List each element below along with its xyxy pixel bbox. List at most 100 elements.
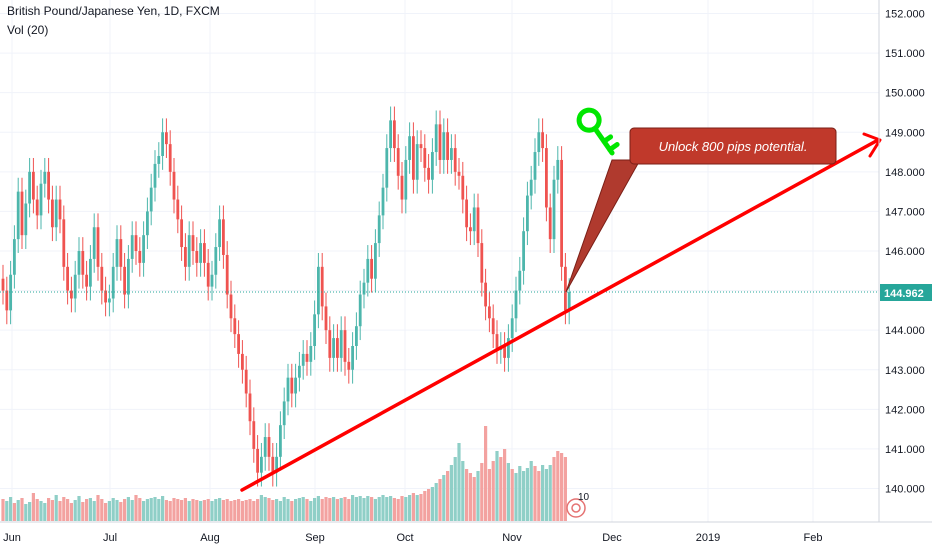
volume-bar [480, 463, 484, 521]
candle-body [358, 294, 362, 327]
candle-body [290, 377, 294, 394]
candle-body [32, 171, 35, 200]
callout-pointer [565, 159, 641, 293]
candle-body [62, 219, 66, 267]
volume-bar [134, 495, 138, 521]
candle-body [1, 278, 5, 291]
candle-body [176, 199, 180, 220]
volume-bar [256, 499, 260, 521]
x-tick-label: Nov [502, 532, 522, 544]
candle-body [127, 258, 130, 295]
volume-bar [419, 494, 423, 521]
candle-body [85, 274, 88, 287]
candle-body [488, 306, 491, 319]
volume-bar [461, 461, 465, 521]
volume-bar [85, 499, 89, 521]
volume-bar [522, 471, 526, 521]
x-tick-label: Jun [3, 532, 21, 544]
volume-bar [305, 499, 309, 521]
candle-body [442, 132, 446, 160]
volume-bar [525, 468, 529, 521]
event-badge-count: 10 [578, 492, 590, 503]
candle-body [165, 132, 168, 145]
candle-body [5, 290, 9, 311]
volume-bar [415, 495, 419, 521]
candle-body [149, 187, 153, 212]
event-badge[interactable]: 10 [566, 492, 590, 518]
volume-bar [377, 497, 381, 521]
candle-body [9, 274, 12, 311]
time-axis[interactable]: Jun Jul Aug Sep Oct Nov Dec 2019 Feb [3, 532, 822, 544]
volume-bar [389, 496, 393, 521]
candle-body [537, 132, 541, 153]
volume-bar [183, 498, 187, 521]
volume-bar [449, 465, 453, 521]
key-icon [576, 107, 620, 156]
candle-body [271, 456, 275, 473]
price-axis[interactable]: 140.000141.000142.000143.000144.000145.0… [885, 9, 925, 496]
candle-body [419, 144, 423, 149]
candle-body [199, 243, 202, 263]
volume-bar [153, 497, 157, 521]
volume-bar [244, 500, 248, 521]
volume-bar [362, 498, 366, 521]
candle-body [20, 191, 24, 236]
candle-body [100, 266, 104, 291]
volume-bar [370, 497, 374, 521]
volume-bar [275, 499, 279, 521]
volume-bar [366, 496, 370, 521]
volume-bar [381, 495, 385, 521]
volume-bar [233, 500, 237, 521]
volume-bar [202, 500, 206, 521]
candle-body [469, 227, 472, 232]
candle-body [366, 258, 370, 283]
volume-bar [73, 500, 77, 521]
candle-body [450, 148, 453, 160]
volume-bar [9, 497, 13, 521]
volume-bar [457, 443, 461, 521]
candle-body [81, 251, 85, 275]
candle-body [301, 353, 305, 366]
candle-body [172, 171, 176, 200]
volume-bar [54, 495, 58, 521]
candle-body [294, 377, 297, 394]
candle-body [241, 353, 244, 370]
volume-bar [191, 499, 195, 521]
volume-bar [1, 499, 5, 521]
volume-bar [316, 496, 320, 521]
candle-body [222, 219, 225, 255]
annotation-callout[interactable]: Unlock 800 pips potential. [565, 127, 837, 293]
candle-body [203, 243, 206, 263]
volume-bar [499, 457, 503, 521]
volume-bar [206, 499, 210, 521]
candle-body [77, 251, 81, 275]
candle-body [108, 298, 111, 303]
volume-bar [491, 461, 495, 521]
volume-bar [81, 502, 85, 521]
volume-bar [229, 501, 233, 521]
candle-body [153, 163, 157, 188]
candle-body [514, 290, 518, 319]
volume-bar [252, 501, 256, 521]
candle-body [244, 369, 248, 394]
candle-body [336, 338, 339, 358]
volume-bar [96, 495, 100, 521]
volume-bar [187, 501, 191, 521]
candle-body [146, 211, 149, 236]
volume-bar [434, 483, 438, 521]
candle-body [393, 120, 396, 149]
candle-body [35, 199, 39, 216]
volume-bar [358, 496, 362, 521]
candle-body [567, 292, 571, 311]
candle-body [423, 148, 427, 168]
y-tick-label: 148.000 [885, 167, 925, 179]
candlesticks [1, 106, 571, 487]
volume-bar [47, 498, 51, 521]
x-tick-label: Dec [602, 532, 622, 544]
candle-body [206, 262, 210, 287]
trendline[interactable] [240, 132, 882, 492]
volume-bar [180, 500, 184, 521]
callout-text: Unlock 800 pips potential. [659, 139, 808, 154]
candle-body [385, 148, 389, 188]
